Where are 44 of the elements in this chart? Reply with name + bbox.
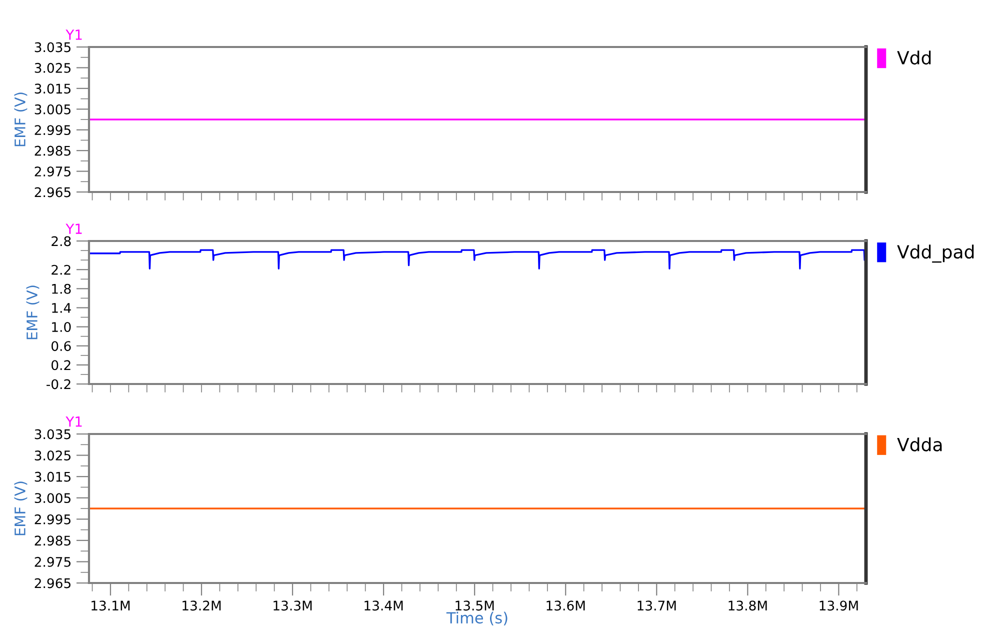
y-tick-label: 2.965 bbox=[34, 578, 70, 588]
legend-label: Vdda bbox=[897, 437, 942, 452]
x-tick-label: 13.9M bbox=[820, 600, 858, 611]
y-tick-label: 3.015 bbox=[34, 84, 70, 94]
y-axis-title: EMF (V) bbox=[26, 286, 40, 340]
legend-label: Vdd_pad bbox=[897, 244, 974, 263]
x-tick-label: 13.3M bbox=[274, 600, 312, 611]
y-tick-label: 2.985 bbox=[34, 146, 70, 156]
y-tick-label: 3.015 bbox=[34, 472, 70, 482]
y-tick-label: 2.975 bbox=[34, 556, 70, 567]
x-tick-label: 13.1M bbox=[92, 600, 130, 611]
y-tick-label: 3.005 bbox=[34, 104, 70, 114]
x-tick-label: 13.2M bbox=[182, 600, 221, 611]
text: Y1 bbox=[66, 224, 82, 234]
y-tick-label: 3.005 bbox=[34, 493, 70, 504]
x-tick-label: 13.7M bbox=[638, 600, 676, 611]
y-tick-label: 1.8 bbox=[52, 284, 71, 294]
y-axis-title: EMF (V) bbox=[14, 92, 28, 146]
y-tick-label: 2.965 bbox=[34, 187, 70, 198]
y-tick-label: 2.8 bbox=[52, 236, 71, 246]
y-tick-label: 2.995 bbox=[34, 514, 70, 524]
x-tick-label: 13.8M bbox=[728, 600, 767, 611]
y-tick-label: 1.0 bbox=[52, 322, 71, 332]
legend-label: Vdd bbox=[897, 50, 931, 65]
y-tick-label: 2.975 bbox=[34, 166, 70, 176]
line-series bbox=[89, 249, 866, 270]
text: Y1 bbox=[66, 30, 82, 40]
y-tick-label: 2.995 bbox=[34, 125, 70, 136]
y-tick-label: 2.2 bbox=[52, 264, 70, 275]
x-axis-title: Time (s) bbox=[446, 612, 508, 626]
y-axis-title: EMF (V) bbox=[14, 482, 28, 536]
y-tick-label: -0.2 bbox=[46, 379, 70, 390]
y-tick-label: 3.035 bbox=[34, 429, 70, 440]
y-tick-label: 3.025 bbox=[34, 62, 70, 73]
x-tick-label: 13.5M bbox=[456, 600, 494, 611]
y-tick-label: 2.985 bbox=[34, 536, 70, 546]
y-tick-label: 0.2 bbox=[52, 360, 70, 370]
x-tick-label: 13.4M bbox=[364, 600, 403, 611]
y-tick-label: 3.035 bbox=[34, 42, 70, 52]
x-tick-label: 13.6M bbox=[546, 600, 585, 611]
y-tick-label: 1.4 bbox=[52, 303, 71, 313]
text: Y1 bbox=[66, 416, 82, 427]
y-tick-label: 3.025 bbox=[34, 450, 70, 460]
y-tick-label: 0.6 bbox=[52, 341, 71, 352]
